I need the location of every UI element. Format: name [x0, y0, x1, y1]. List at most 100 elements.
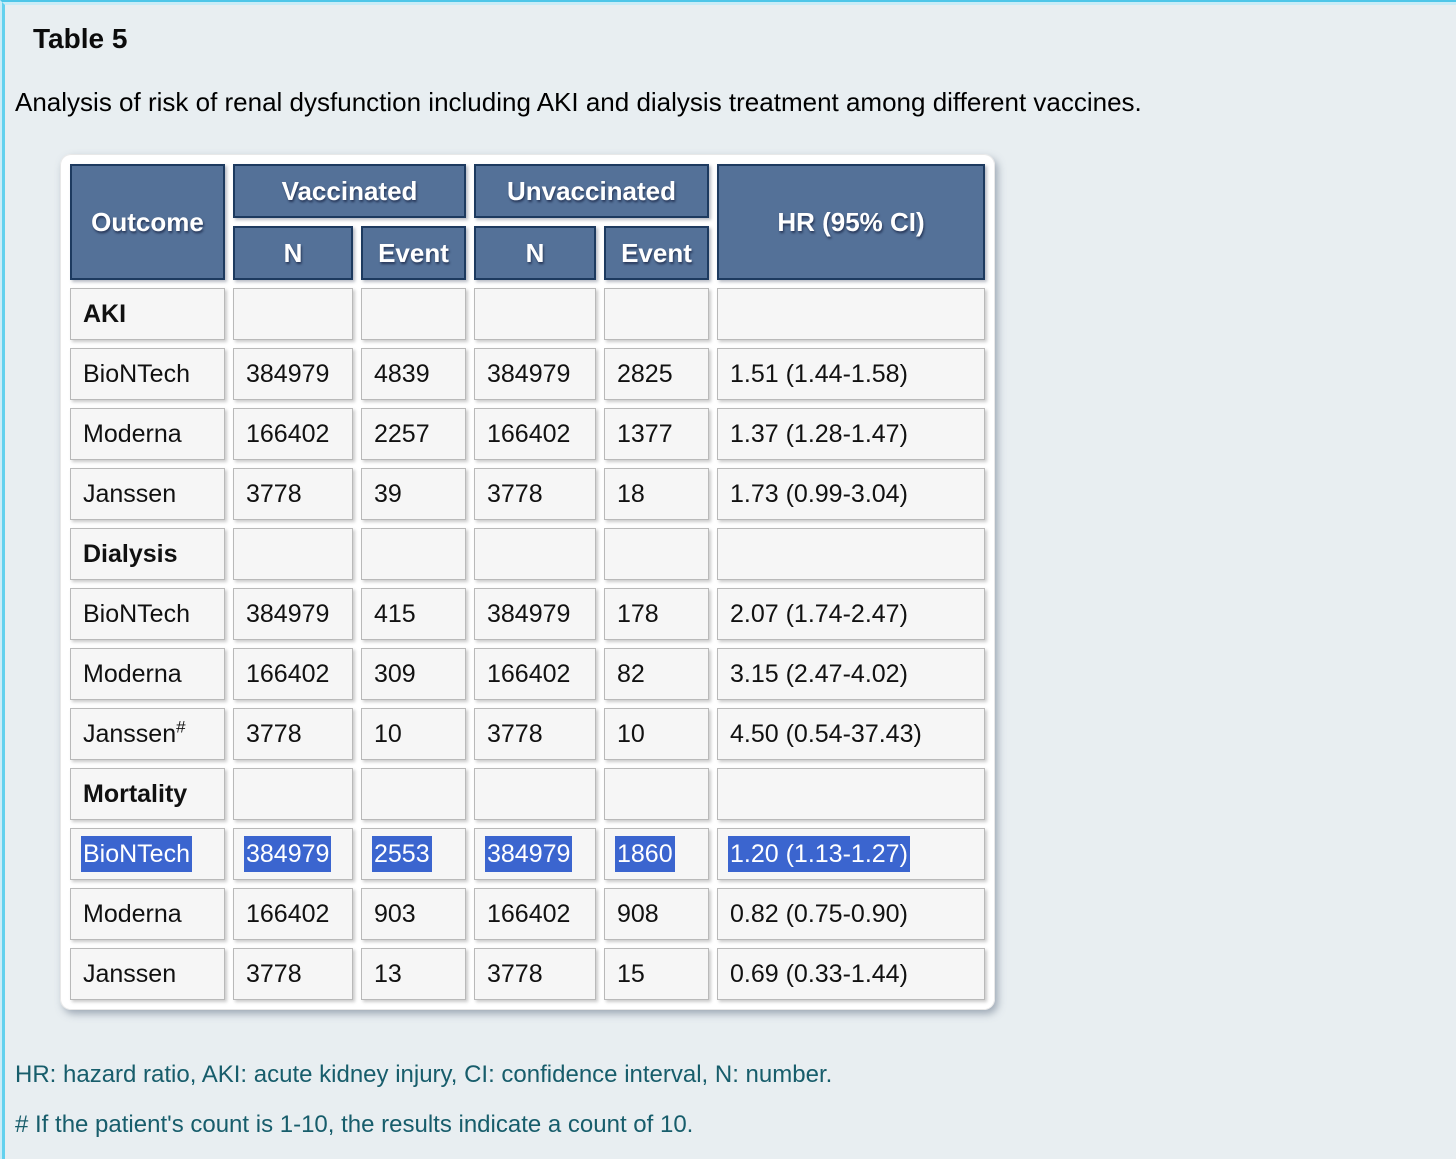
- cell-hazard-ratio: 1.20 (1.13-1.27): [717, 828, 985, 880]
- empty-cell: [717, 528, 985, 580]
- empty-cell: [233, 768, 353, 820]
- table-row-aki-janssen: Janssen 3778 39 3778 18 1.73 (0.99-3.04): [70, 468, 985, 520]
- section-label-cell: Mortality: [70, 768, 225, 820]
- cell-unvaccinated-n: 384979: [474, 348, 596, 400]
- cell-vaccinated-event: 415: [361, 588, 466, 640]
- cell-hazard-ratio: 2.07 (1.74-2.47): [717, 588, 985, 640]
- cell-vaccinated-event: 39: [361, 468, 466, 520]
- cell-vaccine-name: Janssen: [70, 948, 225, 1000]
- table-body: AKI BioNTech 384979 4839 384979 2825 1.5…: [70, 288, 985, 1000]
- cell-vaccinated-n: 166402: [233, 408, 353, 460]
- selected-text: 384979: [244, 836, 332, 872]
- cell-vaccinated-n: 384979: [233, 828, 353, 880]
- footnote-marker: #: [176, 717, 186, 737]
- table-caption: Analysis of risk of renal dysfunction in…: [15, 87, 1142, 117]
- cell-vaccinated-n: 166402: [233, 888, 353, 940]
- cell-vaccinated-event: 10: [361, 708, 466, 760]
- cell-vaccine-name: Janssen#: [70, 708, 225, 760]
- cell-vaccinated-n: 384979: [233, 348, 353, 400]
- cell-unvaccinated-n: 3778: [474, 468, 596, 520]
- cell-vaccinated-n: 3778: [233, 708, 353, 760]
- cell-unvaccinated-event: 82: [604, 648, 709, 700]
- table-row-mortality-biontech-selected: BioNTech 384979 2553 384979 1860 1.20 (1…: [70, 828, 985, 880]
- section-label-cell: Dialysis: [70, 528, 225, 580]
- table-row-dialysis-janssen: Janssen# 3778 10 3778 10 4.50 (0.54-37.4…: [70, 708, 985, 760]
- table-row-aki-moderna: Moderna 166402 2257 166402 1377 1.37 (1.…: [70, 408, 985, 460]
- cell-vaccinated-n: 166402: [233, 648, 353, 700]
- selected-text: 2553: [372, 836, 432, 872]
- empty-cell: [717, 288, 985, 340]
- empty-cell: [604, 288, 709, 340]
- cell-unvaccinated-event: 10: [604, 708, 709, 760]
- cell-unvaccinated-n: 3778: [474, 948, 596, 1000]
- cell-hazard-ratio: 1.51 (1.44-1.58): [717, 348, 985, 400]
- empty-cell: [233, 528, 353, 580]
- cell-vaccinated-event: 2257: [361, 408, 466, 460]
- section-label: Mortality: [83, 780, 188, 808]
- selected-text: 384979: [485, 836, 573, 872]
- cell-vaccine-name: Moderna: [70, 888, 225, 940]
- empty-cell: [604, 768, 709, 820]
- table-row-aki-biontech: BioNTech 384979 4839 384979 2825 1.51 (1…: [70, 348, 985, 400]
- cell-hazard-ratio: 3.15 (2.47-4.02): [717, 648, 985, 700]
- table-header: Outcome Vaccinated Unvaccinated HR (95% …: [70, 164, 985, 280]
- cell-unvaccinated-n: 384979: [474, 588, 596, 640]
- cell-vaccine-name: Moderna: [70, 648, 225, 700]
- selected-text: 1860: [615, 836, 675, 872]
- cell-unvaccinated-event: 1860: [604, 828, 709, 880]
- selected-text: BioNTech: [81, 836, 192, 872]
- cell-unvaccinated-event: 178: [604, 588, 709, 640]
- selected-text: 1.20 (1.13-1.27): [728, 836, 910, 872]
- empty-cell: [717, 768, 985, 820]
- header-hr-ci: HR (95% CI): [717, 164, 985, 280]
- section-row-aki: AKI: [70, 288, 985, 340]
- header-vaccinated-event: Event: [361, 226, 466, 280]
- header-vaccinated-n: N: [233, 226, 353, 280]
- cell-unvaccinated-event: 1377: [604, 408, 709, 460]
- cell-unvaccinated-event: 18: [604, 468, 709, 520]
- cell-hazard-ratio: 0.82 (0.75-0.90): [717, 888, 985, 940]
- cell-unvaccinated-n: 3778: [474, 708, 596, 760]
- cell-vaccinated-n: 3778: [233, 948, 353, 1000]
- cell-vaccinated-event: 309: [361, 648, 466, 700]
- cell-vaccinated-n: 3778: [233, 468, 353, 520]
- footnote-count-rule: # If the patient's count is 1-10, the re…: [15, 1111, 694, 1138]
- cell-vaccine-name: BioNTech: [70, 348, 225, 400]
- cell-vaccinated-event: 2553: [361, 828, 466, 880]
- table-title: Table 5: [33, 23, 128, 54]
- empty-cell: [474, 768, 596, 820]
- cell-vaccine-name: Janssen: [70, 468, 225, 520]
- empty-cell: [474, 528, 596, 580]
- empty-cell: [361, 288, 466, 340]
- results-table-container: Outcome Vaccinated Unvaccinated HR (95% …: [60, 154, 995, 1010]
- cell-vaccine-name: Moderna: [70, 408, 225, 460]
- footnote-abbreviations: HR: hazard ratio, AKI: acute kidney inju…: [15, 1061, 833, 1088]
- empty-cell: [474, 288, 596, 340]
- header-row-groups: Outcome Vaccinated Unvaccinated HR (95% …: [70, 164, 985, 280]
- cell-vaccinated-n: 384979: [233, 588, 353, 640]
- section-row-mortality: Mortality: [70, 768, 985, 820]
- cell-unvaccinated-n: 166402: [474, 888, 596, 940]
- header-row-subcolumns: N Event N Event: [70, 226, 985, 280]
- cell-vaccinated-event: 4839: [361, 348, 466, 400]
- cell-unvaccinated-event: 15: [604, 948, 709, 1000]
- cell-hazard-ratio: 1.37 (1.28-1.47): [717, 408, 985, 460]
- header-vaccinated: Vaccinated: [233, 164, 466, 218]
- cell-vaccine-name: BioNTech: [70, 828, 225, 880]
- cell-unvaccinated-n: 166402: [474, 648, 596, 700]
- cell-unvaccinated-n: 166402: [474, 408, 596, 460]
- section-label: AKI: [83, 300, 127, 328]
- table-row-mortality-moderna: Moderna 166402 903 166402 908 0.82 (0.75…: [70, 888, 985, 940]
- cell-vaccinated-event: 903: [361, 888, 466, 940]
- section-label-cell: AKI: [70, 288, 225, 340]
- empty-cell: [361, 528, 466, 580]
- cell-hazard-ratio: 1.73 (0.99-3.04): [717, 468, 985, 520]
- cell-vaccinated-event: 13: [361, 948, 466, 1000]
- header-unvaccinated-event: Event: [604, 226, 709, 280]
- cell-unvaccinated-n: 384979: [474, 828, 596, 880]
- section-row-dialysis: Dialysis: [70, 528, 985, 580]
- table-row-mortality-janssen: Janssen 3778 13 3778 15 0.69 (0.33-1.44): [70, 948, 985, 1000]
- section-label: Dialysis: [83, 540, 178, 568]
